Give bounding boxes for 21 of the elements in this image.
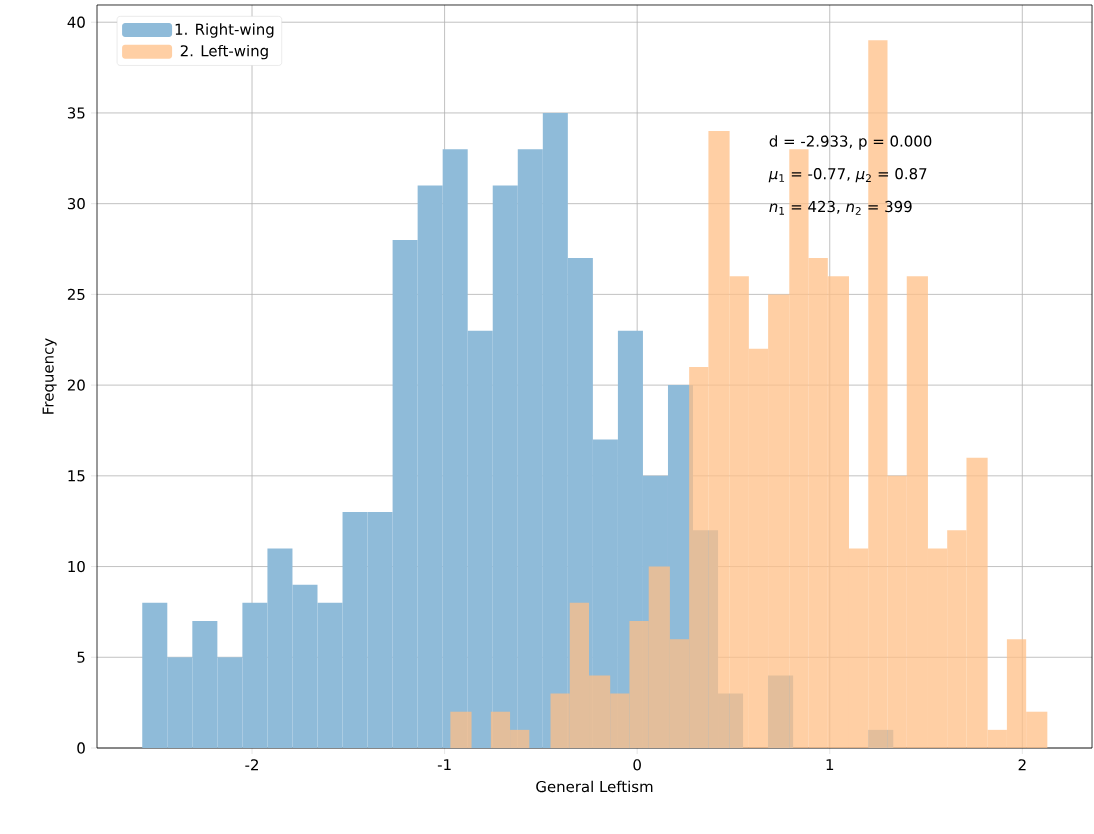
y-tick-label: 5	[77, 651, 85, 663]
annotation: d = -2.933, p = 0.000	[769, 135, 932, 150]
y-tick-label: 0	[77, 742, 85, 754]
x-tick-label: 1	[826, 759, 834, 771]
legend-label: 2. Left-wing	[180, 44, 268, 60]
y-tick-label: 25	[67, 288, 85, 301]
y-tick-label: 10	[68, 560, 85, 573]
x-axis-title: General Leftism	[536, 780, 653, 793]
x-tick-label: -1	[437, 759, 451, 771]
y-tick-label: 15	[68, 470, 85, 482]
y-tick-label: 30	[67, 198, 85, 210]
y-tick-label: 40	[67, 16, 85, 28]
legend-label: 1. Right-wing	[175, 23, 274, 38]
x-tick-label: -2	[245, 759, 258, 771]
x-tick-label: 2	[1018, 759, 1026, 771]
annotation: n$_{1}$ = 423, n$_{2}$ = 399	[769, 200, 912, 215]
annotation: μ$_{1}$ = -0.77, μ$_{2}$ = 0.87	[768, 168, 927, 183]
y-axis-title: Frequency	[42, 338, 57, 414]
y-tick-label: 35	[67, 107, 85, 119]
y-tick-label: 20	[67, 379, 85, 391]
x-tick-label: 0	[633, 759, 641, 771]
